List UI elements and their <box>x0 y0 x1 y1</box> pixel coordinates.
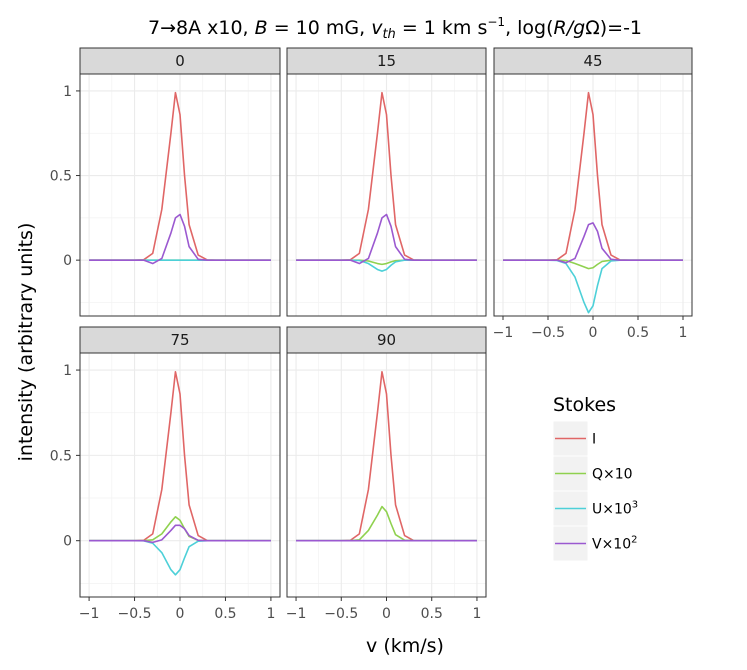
strip-label: 75 <box>170 331 189 349</box>
y-tick-label: 1 <box>63 363 72 379</box>
series-line-V <box>89 524 271 544</box>
panel-border <box>79 73 281 317</box>
x-tick-label: 0.5 <box>627 325 649 341</box>
x-tick-label: 0 <box>176 606 185 622</box>
strip-label: 90 <box>377 331 396 349</box>
facet-panel-90: 90 −1 −0.5 0 0.5 1 <box>286 326 487 622</box>
series-line-V <box>89 213 271 265</box>
x-axis-title: v (km/s) <box>366 635 444 657</box>
y-tick-label: 0.5 <box>50 448 72 464</box>
x-tick-label: 0 <box>589 325 598 341</box>
y-tick-label: 0.5 <box>50 169 72 185</box>
x-tick-label: −0.5 <box>118 606 152 622</box>
facet-panel-75: 75 0 0.5 1 −1 −0.5 0 0.5 1 <box>50 326 281 622</box>
strip-background <box>286 47 487 75</box>
legend-label: U×103 <box>592 500 638 518</box>
strip-label: 15 <box>377 52 396 70</box>
facet-panel-0: 000.51 <box>50 47 281 317</box>
strip-background <box>493 47 693 75</box>
x-tick-label: 1 <box>679 325 688 341</box>
x-tick-label: 0 <box>382 606 391 622</box>
x-tick-label: 0.5 <box>421 606 443 622</box>
x-tick-label: −1 <box>79 606 100 622</box>
y-axis-title: intensity (arbitrary units) <box>15 223 37 462</box>
strip-background <box>79 326 281 354</box>
y-tick-label: 0 <box>63 253 72 269</box>
facet-panel-45: 45 −1 −0.5 0 0.5 1 <box>493 47 693 341</box>
strip-background <box>286 326 487 354</box>
facet-panel-15: 15 <box>286 47 487 317</box>
series-line-V <box>503 222 683 264</box>
x-tick-label: 1 <box>472 606 481 622</box>
x-tick-label: 0.5 <box>214 606 236 622</box>
x-tick-label: −1 <box>493 325 514 341</box>
x-tick-label: 1 <box>266 606 275 622</box>
legend-label: Q×10 <box>592 467 633 483</box>
panel-border <box>286 73 487 317</box>
legend: Stokes I Q×10 U×103 V×102 <box>552 394 638 562</box>
legend-entry-U: U×103 <box>552 490 638 527</box>
chart-title: 7→8A x10, B = 10 mG, vth = 1 km s−1, log… <box>148 15 642 42</box>
y-tick-label: 0 <box>63 534 72 550</box>
strip-background <box>79 47 281 75</box>
legend-title: Stokes <box>553 394 616 416</box>
x-tick-label: −0.5 <box>324 606 358 622</box>
x-tick-label: −1 <box>286 606 307 622</box>
legend-entry-I: I <box>552 420 596 457</box>
legend-entry-Q: Q×10 <box>552 455 633 492</box>
legend-label: V×102 <box>592 535 638 553</box>
strip-label: 45 <box>583 52 602 70</box>
x-tick-label: −0.5 <box>531 325 565 341</box>
y-tick-label: 1 <box>63 84 72 100</box>
series-line-V <box>296 213 477 265</box>
strip-label: 0 <box>175 52 185 70</box>
legend-label: I <box>592 432 596 448</box>
legend-entry-V: V×102 <box>552 525 638 562</box>
